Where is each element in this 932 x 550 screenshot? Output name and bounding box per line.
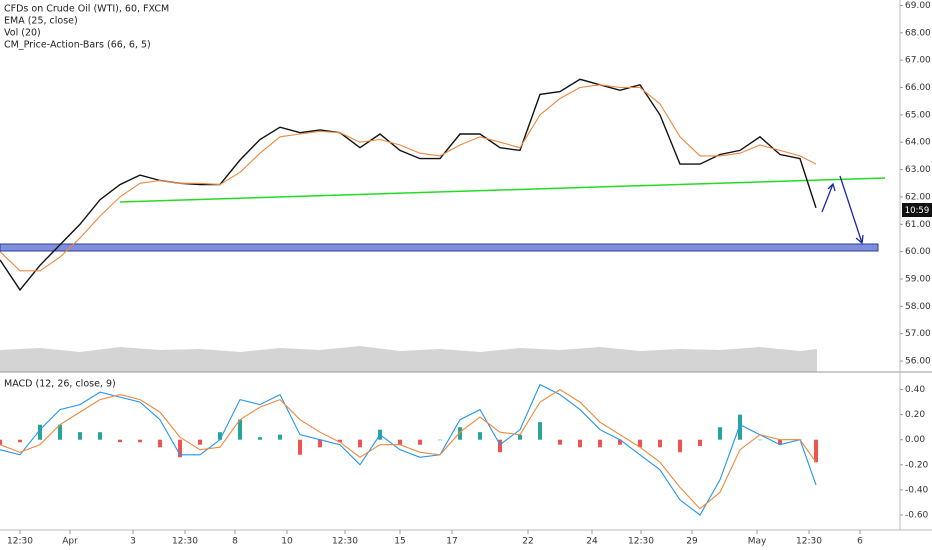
x-tick-label: Apr xyxy=(62,537,78,547)
histogram-bar xyxy=(158,439,162,448)
histogram-bar xyxy=(218,432,222,440)
histogram-bar xyxy=(538,422,542,440)
y-tick-label: 68.00 xyxy=(905,28,931,38)
x-tick-label: 24 xyxy=(586,537,598,547)
y-tick-label: 67.00 xyxy=(905,56,931,66)
last-label-box xyxy=(902,203,932,217)
histogram-bar xyxy=(18,439,22,443)
x-tick-label: 8 xyxy=(232,537,238,547)
chart-title: CFDs on Crude Oil (WTI), 60, FXCM xyxy=(4,4,169,15)
series-line xyxy=(0,84,817,272)
histogram-bar xyxy=(58,424,62,440)
histogram-bar xyxy=(278,434,282,440)
macd-title: MACD (12, 26, close, 9) xyxy=(4,379,116,390)
y-tick-label: 65.00 xyxy=(905,110,931,120)
indicator-label: EMA (25, close) xyxy=(4,16,78,27)
y-tick-label: -0.60 xyxy=(905,510,929,520)
histogram-bar xyxy=(478,432,482,440)
y-tick-label: -0.40 xyxy=(905,485,929,495)
histogram-bar xyxy=(398,439,402,445)
series-line xyxy=(0,383,817,516)
x-tick-label: 12:30 xyxy=(332,537,358,547)
histogram-bar xyxy=(298,439,302,455)
histogram-bar xyxy=(258,437,262,440)
x-tick-label: 29 xyxy=(686,537,698,547)
histogram-bar xyxy=(758,439,762,441)
series-line xyxy=(0,78,817,292)
histogram-bar xyxy=(778,439,782,445)
series-line xyxy=(0,388,817,510)
y-tick-label: 0.40 xyxy=(905,385,925,395)
histogram-bar xyxy=(318,439,322,448)
x-tick-label: 22 xyxy=(522,537,533,547)
histogram-bar xyxy=(638,439,642,448)
histogram-bar xyxy=(814,439,818,463)
y-tick-label: 0.20 xyxy=(905,410,925,420)
x-tick-label: 17 xyxy=(446,537,457,547)
y-tick-label: 56.00 xyxy=(905,357,931,367)
histogram-bar xyxy=(718,427,722,440)
histogram-bar xyxy=(238,419,242,440)
x-tick-label: May xyxy=(748,537,767,547)
histogram-bar xyxy=(0,439,2,445)
histogram-bar xyxy=(558,439,562,445)
histogram-bar xyxy=(178,439,182,458)
histogram-bar xyxy=(738,414,742,440)
y-tick-label: 69.00 xyxy=(905,1,931,11)
histogram-bar xyxy=(458,427,462,440)
histogram-bar xyxy=(358,439,362,448)
histogram-bar xyxy=(518,434,522,440)
arrows xyxy=(821,175,864,245)
indicator-label: CM_Price-Action-Bars (66, 6, 5) xyxy=(4,40,151,51)
y-tick-label: 60.00 xyxy=(905,247,931,257)
x-tick-label: 3 xyxy=(130,537,136,547)
histogram-bar xyxy=(498,439,502,453)
y-tick-label: 64.00 xyxy=(905,138,931,148)
x-tick-label: 12:30 xyxy=(796,537,822,547)
histogram-bar xyxy=(198,439,202,445)
trendline xyxy=(119,177,886,203)
indicator-label: Vol (20) xyxy=(4,28,41,39)
y-tick-label: 61.00 xyxy=(905,220,931,230)
y-tick-label: 62.00 xyxy=(905,192,931,202)
y-tick-label: 63.00 xyxy=(905,165,931,175)
histogram-bar xyxy=(78,432,82,440)
volume-area xyxy=(0,346,817,372)
y-tick-label: 0.00 xyxy=(905,435,925,445)
histogram-bar xyxy=(678,439,682,453)
y-tick-label: 66.00 xyxy=(905,83,931,93)
y-tick-label: 59.00 xyxy=(905,275,931,285)
x-tick-label: 10 xyxy=(281,537,293,547)
histogram-bar xyxy=(698,439,702,446)
histogram-bar xyxy=(418,439,422,445)
histogram-bar xyxy=(618,439,622,445)
histogram-bar xyxy=(598,439,602,448)
histogram-bar xyxy=(438,439,442,441)
x-tick-label: 12:30 xyxy=(7,537,33,547)
histogram-bar xyxy=(138,439,142,443)
last-label: 10:59 xyxy=(905,206,930,216)
x-tick-label: 12:30 xyxy=(172,537,198,547)
support-zone xyxy=(0,243,879,252)
histogram-bar xyxy=(338,439,342,443)
y-tick-label: 58.00 xyxy=(905,302,931,312)
x-tick-label: 15 xyxy=(394,537,405,547)
histogram-bar xyxy=(578,439,582,448)
histogram-bar xyxy=(118,439,122,443)
y-tick-label: -0.20 xyxy=(905,460,929,470)
x-tick-label: 6 xyxy=(857,537,863,547)
histogram-bar xyxy=(658,439,662,448)
histogram-bar xyxy=(38,424,42,440)
histogram-bar xyxy=(98,432,102,440)
x-tick-label: 12:30 xyxy=(628,537,654,547)
y-tick-label: 57.00 xyxy=(905,329,931,339)
